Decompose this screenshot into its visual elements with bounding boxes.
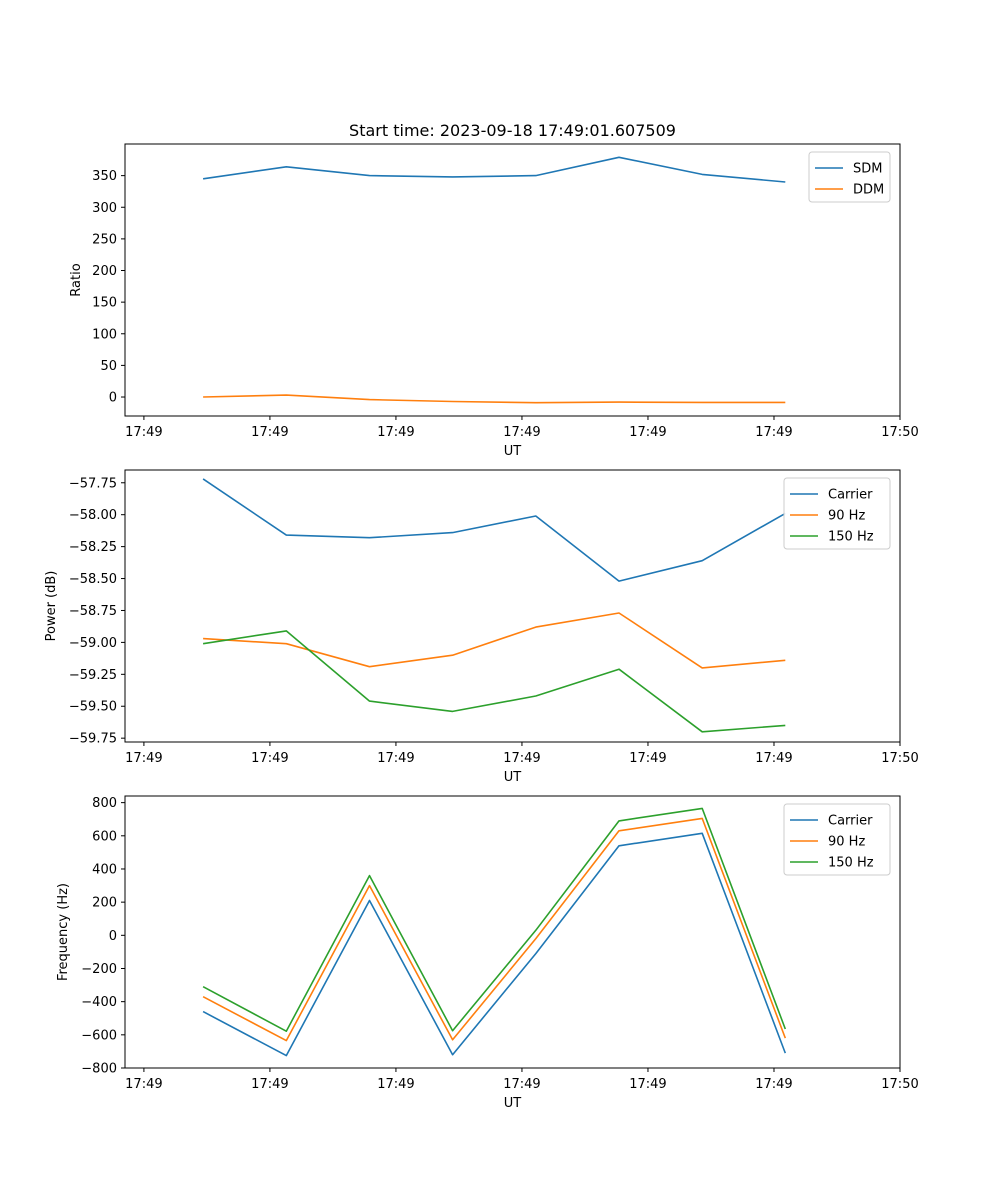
legend-label-carrier: Carrier	[828, 488, 873, 503]
chart-title: Start time: 2023-09-18 17:49:01.607509	[349, 121, 676, 140]
y-tick-label: −58.25	[69, 540, 117, 555]
y-tick-label: 0	[109, 391, 117, 406]
x-tick-label: 17:49	[503, 1077, 540, 1092]
x-tick-label: 17:49	[629, 425, 666, 440]
y-tick-label: 200	[92, 264, 117, 279]
legend-label-sdm: SDM	[853, 162, 882, 177]
x-tick-label: 17:50	[881, 751, 918, 766]
y-tick-label: −59.50	[69, 700, 117, 715]
y-tick-label: −59.75	[69, 732, 117, 747]
series-line-90-hz	[202, 817, 787, 1042]
x-tick-label: 17:49	[377, 1077, 414, 1092]
x-tick-label: 17:49	[755, 1077, 792, 1092]
x-tick-label: 17:49	[377, 751, 414, 766]
y-tick-label: 150	[92, 296, 117, 311]
series-line-90-hz	[203, 612, 786, 669]
plot-frame	[124, 143, 901, 417]
y-axis-label: Frequency (Hz)	[56, 883, 71, 981]
legend-label-150-hz: 150 Hz	[828, 530, 874, 545]
y-tick-label: −57.75	[69, 476, 117, 491]
y-tick-label: 100	[92, 327, 117, 342]
y-tick-label: −58.50	[69, 572, 117, 587]
legend-box	[783, 803, 891, 876]
series-line-sdm	[202, 156, 786, 183]
y-tick-label: 50	[100, 359, 117, 374]
y-tick-label: −200	[81, 962, 117, 977]
y-tick-label: −59.00	[69, 636, 117, 651]
x-tick-label: 17:49	[755, 425, 792, 440]
x-tick-label: 17:49	[251, 1077, 288, 1092]
legend-box	[783, 477, 891, 550]
y-tick-label: −59.25	[69, 668, 117, 683]
y-tick-label: −800	[81, 1062, 117, 1077]
series-line-carrier	[202, 478, 786, 582]
y-tick-label: 800	[92, 796, 117, 811]
series-line-150-hz	[202, 630, 786, 733]
x-tick-label: 17:49	[125, 1077, 162, 1092]
x-tick-label: 17:49	[251, 751, 288, 766]
series-line-150-hz	[202, 807, 787, 1032]
y-tick-label: 400	[92, 862, 117, 877]
x-tick-label: 17:49	[251, 425, 288, 440]
chart-panel-1: Start time: 2023-09-18 17:49:01.607509 17…	[69, 121, 919, 459]
legend-label-ddm: DDM	[853, 183, 884, 198]
y-axis-label: Power (dB)	[44, 571, 59, 642]
chart-panel-3: 17:49 17:49 17:49 17:49 17:49 17:49 17:50 −800 −…	[56, 795, 919, 1111]
x-axis-label: UT	[504, 1096, 522, 1111]
y-tick-label: −58.75	[69, 604, 117, 619]
x-axis-label: UT	[504, 770, 522, 785]
legend-label-carrier: Carrier	[828, 814, 873, 829]
legend-label-90-hz: 90 Hz	[828, 835, 865, 850]
y-axis-label: Ratio	[69, 263, 84, 296]
series-line-carrier	[202, 832, 787, 1057]
chart-panel-2: 17:49 17:49 17:49 17:49 17:49 17:49 17:50 −59.7…	[44, 469, 919, 785]
y-tick-label: −400	[81, 995, 117, 1010]
series-line-ddm	[203, 394, 786, 404]
legend: Carrier 90 Hz 150 Hz	[783, 803, 891, 876]
legend: SDM DDM	[808, 151, 891, 203]
y-tick-label: 0	[109, 929, 117, 944]
x-axis-label: UT	[504, 444, 522, 459]
x-tick-label: 17:49	[755, 751, 792, 766]
x-tick-label: 17:49	[629, 1077, 666, 1092]
x-tick-label: 17:49	[503, 425, 540, 440]
plot-frame	[124, 795, 901, 1069]
y-tick-label: 350	[92, 169, 117, 184]
y-tick-label: 200	[92, 896, 117, 911]
x-tick-label: 17:49	[125, 425, 162, 440]
x-tick-label: 17:49	[377, 425, 414, 440]
y-tick-label: 600	[92, 829, 117, 844]
x-tick-label: 17:49	[629, 751, 666, 766]
legend-label-90-hz: 90 Hz	[828, 509, 865, 524]
x-tick-label: 17:49	[125, 751, 162, 766]
legend-label-150-hz: 150 Hz	[828, 856, 874, 871]
y-tick-label: −58.00	[69, 508, 117, 523]
plot-frame	[124, 469, 901, 743]
x-tick-label: 17:49	[503, 751, 540, 766]
y-tick-label: −600	[81, 1028, 117, 1043]
x-tick-label: 17:50	[881, 425, 918, 440]
x-tick-label: 17:50	[881, 1077, 918, 1092]
y-tick-label: 300	[92, 201, 117, 216]
y-tick-label: 250	[92, 232, 117, 247]
legend: Carrier 90 Hz 150 Hz	[783, 477, 891, 550]
